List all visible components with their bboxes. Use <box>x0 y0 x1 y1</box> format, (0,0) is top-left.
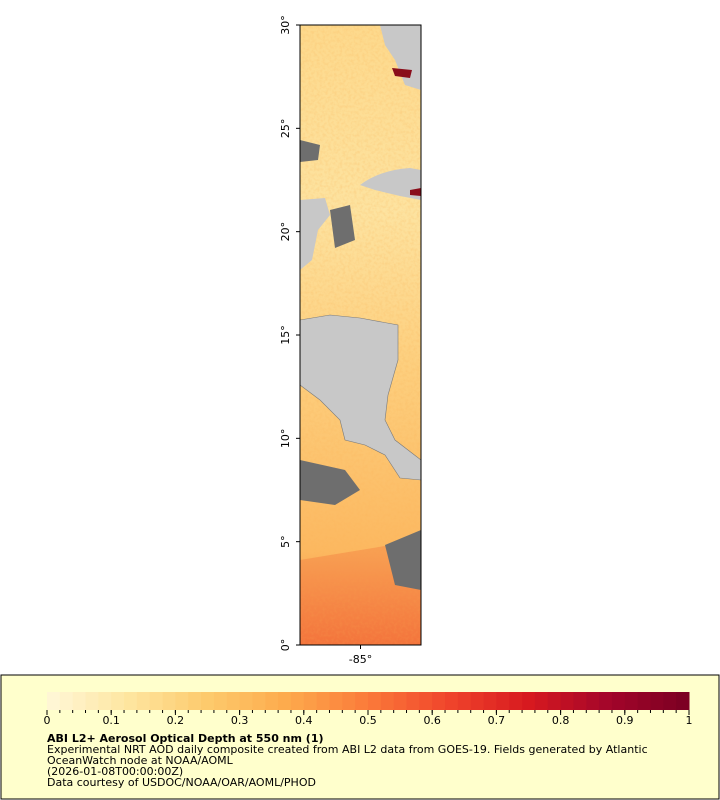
lat-tick-label: 10° <box>279 429 292 449</box>
colorbar-swatch <box>637 692 651 710</box>
colorbar-swatch <box>72 692 87 710</box>
colorbar-swatch <box>303 692 318 710</box>
map-image <box>300 25 421 645</box>
colorbar-swatch <box>149 692 164 710</box>
colorbar-swatch <box>611 692 626 710</box>
colorbar-swatch <box>290 692 305 710</box>
colorbar-tick-label: 0.9 <box>616 714 634 727</box>
colorbar-swatch <box>201 692 215 710</box>
lat-tick-label: 5° <box>279 535 292 548</box>
colorbar-tick-label: 0.2 <box>167 714 185 727</box>
colorbar-swatch <box>445 692 459 710</box>
colorbar-swatch <box>136 692 151 710</box>
lat-tick-label: 25° <box>279 119 292 139</box>
colorbar-tick-label: 0.4 <box>295 714 313 727</box>
colorbar-tick-label: 0 <box>44 714 51 727</box>
colorbar-swatch <box>355 692 369 710</box>
lat-tick-label: 15° <box>279 325 292 345</box>
colorbar-swatch <box>650 692 664 710</box>
lat-tick-label: 20° <box>279 222 292 242</box>
colorbar-swatch <box>98 692 112 710</box>
colorbar-swatch <box>406 692 420 710</box>
colorbar-swatch <box>496 692 510 710</box>
colorbar-swatch <box>278 692 292 710</box>
colorbar-swatch <box>59 692 74 710</box>
colorbar-swatch <box>111 692 125 710</box>
colorbar-swatch <box>457 692 472 710</box>
colorbar-swatch <box>162 692 176 710</box>
colorbar-tick-label: 0.7 <box>488 714 506 727</box>
colorbar-swatch <box>265 692 279 710</box>
colorbar-swatch <box>573 692 587 710</box>
colorbar-swatch <box>534 692 549 710</box>
legend-line: Experimental NRT AOD daily composite cre… <box>47 743 648 756</box>
colorbar-swatch <box>188 692 202 710</box>
colorbar-swatch <box>560 692 574 710</box>
colorbar-swatch <box>380 692 395 710</box>
colorbar-tick-label: 0.3 <box>231 714 249 727</box>
colorbar-swatch <box>239 692 253 710</box>
colorbar-swatch <box>316 692 330 710</box>
legend-line: (2026-01-08T00:00:00Z) <box>47 765 183 778</box>
colorbar-swatch <box>663 692 677 710</box>
colorbar-swatch <box>47 692 61 710</box>
colorbar-tick-label: 0.6 <box>423 714 441 727</box>
colorbar-tick-label: 0.8 <box>552 714 570 727</box>
colorbar-swatch <box>470 692 485 710</box>
colorbar-swatch <box>586 692 600 710</box>
colorbar-swatch <box>599 692 613 710</box>
colorbar-swatch <box>483 692 497 710</box>
colorbar-swatch <box>368 692 382 710</box>
colorbar-swatch <box>393 692 408 710</box>
colorbar-swatch <box>226 692 241 710</box>
legend-line: Data courtesy of USDOC/NOAA/OAR/AOML/PHO… <box>47 776 316 789</box>
colorbar-swatch <box>522 692 536 710</box>
colorbar-swatch <box>624 692 639 710</box>
colorbar-swatch <box>419 692 433 710</box>
colorbar-swatch <box>432 692 446 710</box>
colorbar-tick-label: 0.1 <box>102 714 120 727</box>
colorbar-swatch <box>342 692 356 710</box>
colorbar-swatch <box>547 692 562 710</box>
colorbar-swatch <box>509 692 523 710</box>
legend-line: OceanWatch node at NOAA/AOML <box>47 754 234 767</box>
lat-tick-label: 0° <box>279 639 292 652</box>
legend-title: ABI L2+ Aerosol Optical Depth at 550 nm … <box>47 732 324 745</box>
colorbar-swatch <box>213 692 228 710</box>
lat-tick-label: 30° <box>279 15 292 35</box>
colorbar-swatch <box>85 692 99 710</box>
lon-tick-label: -85° <box>349 653 372 666</box>
colorbar-tick-label: 0.5 <box>359 714 377 727</box>
colorbar-swatch <box>124 692 138 710</box>
colorbar-swatch <box>329 692 343 710</box>
colorbar-swatch <box>175 692 189 710</box>
colorbar-swatch <box>676 692 690 710</box>
colorbar-tick-label: 1 <box>686 714 693 727</box>
colorbar-swatch <box>252 692 266 710</box>
